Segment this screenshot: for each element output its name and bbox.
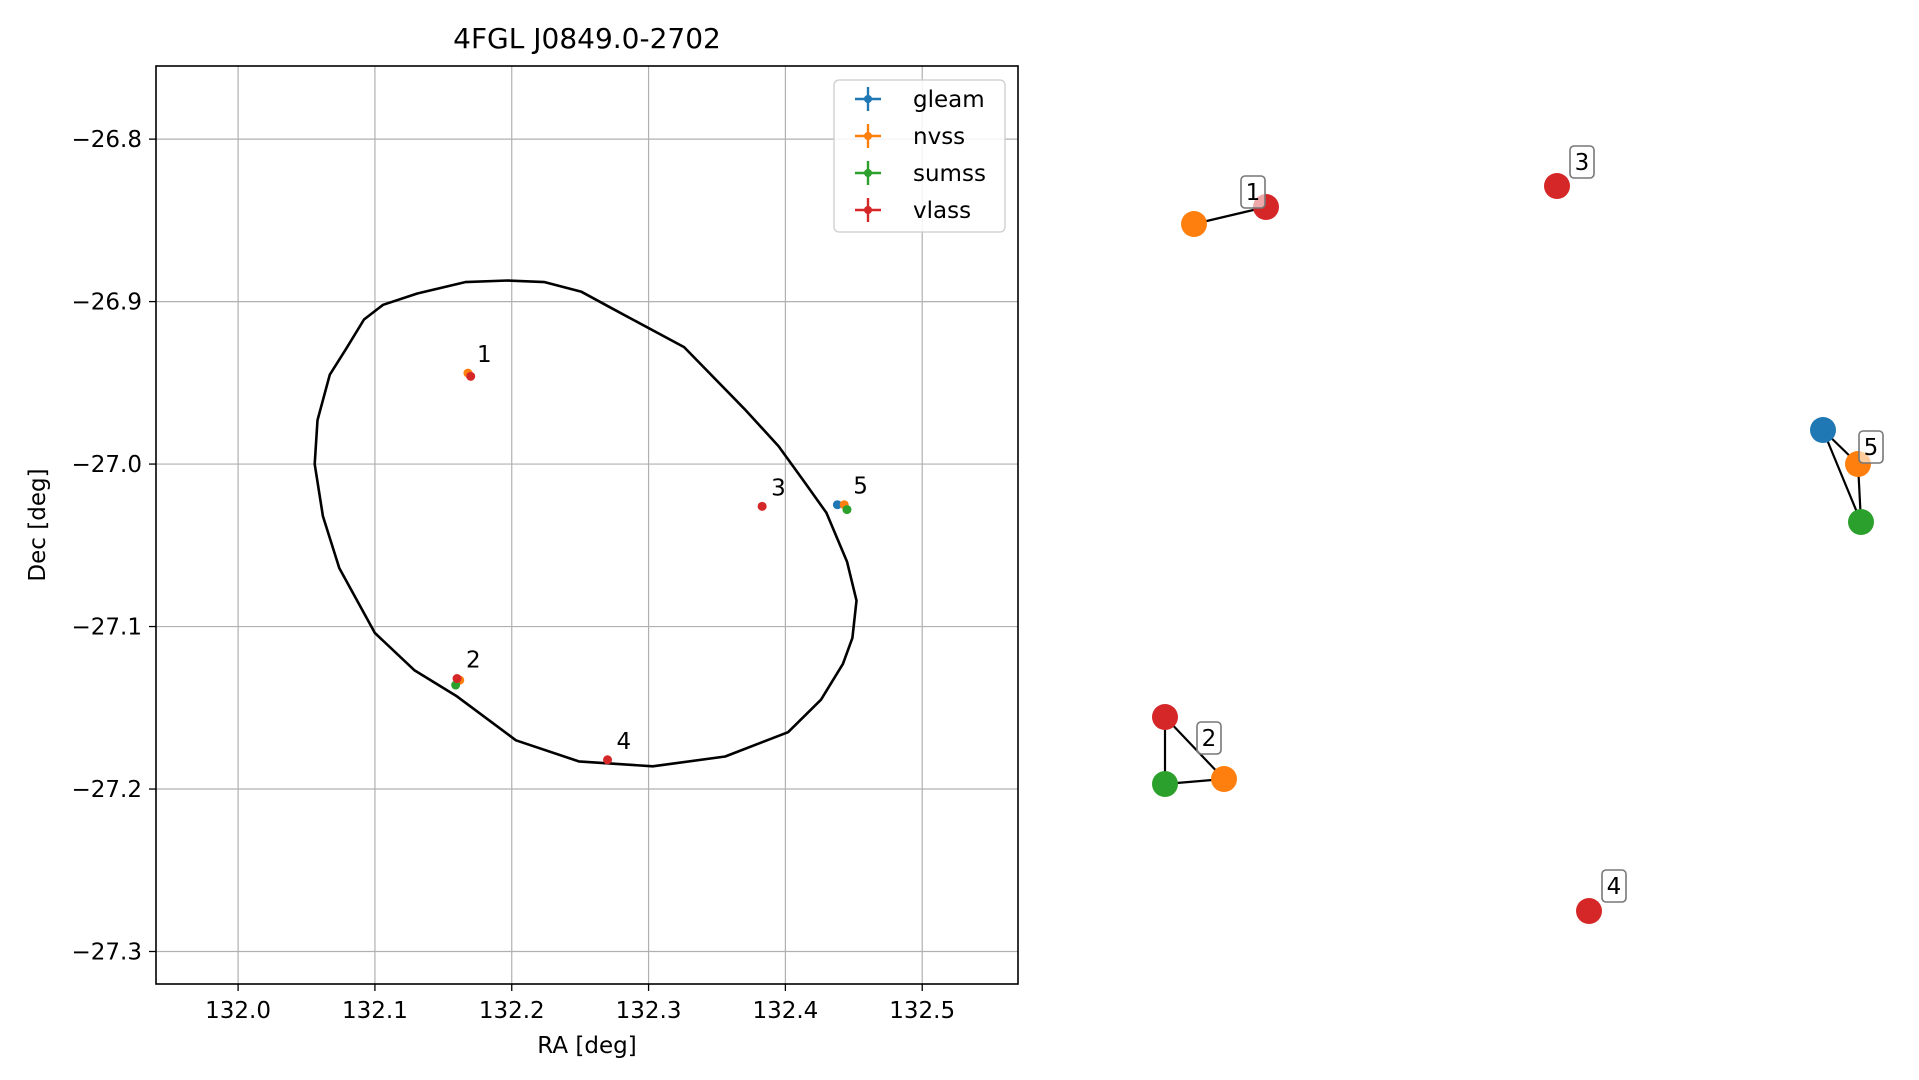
graph-node-sumss: [1848, 509, 1874, 535]
x-tick-label: 132.3: [616, 998, 682, 1024]
graph-node-nvss: [1181, 211, 1207, 237]
graph-label-box: [1240, 175, 1266, 209]
graph-label-box: [1601, 869, 1627, 903]
point-gleam: [832, 500, 842, 510]
y-tick-label: −27.0: [72, 452, 142, 478]
point-vlass: [466, 371, 476, 381]
graph-group-label: 4: [1607, 874, 1622, 900]
y-tick-label: −27.1: [72, 615, 142, 641]
graph-nodes: [1152, 173, 1874, 924]
legend-marker-gleam: [864, 95, 872, 103]
point-vlass: [757, 501, 767, 511]
graph-label-box: [1196, 721, 1222, 755]
data-points: [451, 368, 852, 765]
graph-edge: [1164, 716, 1225, 780]
y-tick-label: −26.8: [72, 127, 142, 153]
y-axis-label: Dec [deg]: [25, 468, 51, 581]
legend-marker-nvss: [864, 132, 872, 140]
legend-label-gleam: gleam: [913, 87, 985, 113]
axis-ticks: 132.0 132.1 132.2 132.3 132.4 132.5 −26.8 −26.9…: [72, 127, 956, 1024]
legend-label-nvss: nvss: [913, 124, 965, 150]
graph-node-sumss: [1152, 771, 1178, 797]
point-vlass: [452, 674, 462, 684]
y-tick-label: −27.3: [72, 940, 142, 966]
graph-label-box: [1569, 145, 1595, 179]
chart-title: 4FGL J0849.0-2702: [453, 22, 721, 55]
point-annotation: 5: [853, 474, 868, 500]
x-axis-label: RA [deg]: [537, 1033, 636, 1059]
point-sumss: [842, 505, 852, 515]
graph-group-label: 5: [1864, 435, 1879, 461]
graph-node-vlass: [1544, 173, 1570, 199]
legend: gleam nvss sumss vlass: [833, 79, 1006, 233]
error-ellipse: [313, 279, 858, 768]
graph-group-labels: 1 2 3 4 5: [1196, 145, 1884, 903]
graph-node-gleam: [1810, 417, 1836, 443]
crossmatch-graph: 1 2 3 4 5: [1152, 145, 1884, 924]
point-annotations: 1 2 3 4 5: [466, 342, 868, 755]
x-tick-label: 132.1: [342, 998, 408, 1024]
graph-edge: [1821, 429, 1863, 523]
graph-group-label: 3: [1575, 150, 1590, 176]
x-tick-label: 132.5: [889, 998, 955, 1024]
x-tick-label: 132.0: [205, 998, 271, 1024]
graph-node-vlass: [1576, 898, 1602, 924]
point-annotation: 4: [617, 729, 632, 755]
plot-frame: [155, 65, 1019, 985]
x-tick-label: 132.4: [752, 998, 818, 1024]
graph-label-box: [1858, 430, 1884, 464]
y-tick-label: −26.9: [72, 290, 142, 316]
point-annotation: 2: [466, 648, 481, 674]
legend-box: [833, 79, 1006, 233]
graph-node-nvss: [1211, 766, 1237, 792]
graph-group-label: 2: [1202, 726, 1217, 752]
legend-marker-sumss: [864, 169, 872, 177]
point-annotation: 1: [477, 342, 492, 368]
point-vlass: [603, 755, 613, 765]
legend-label-sumss: sumss: [913, 161, 986, 187]
legend-label-vlass: vlass: [913, 198, 971, 224]
point-annotation: 3: [771, 475, 786, 501]
x-tick-label: 132.2: [479, 998, 545, 1024]
graph-group-label: 1: [1246, 180, 1261, 206]
y-tick-label: −27.2: [72, 777, 142, 803]
graph-node-vlass: [1152, 704, 1178, 730]
legend-marker-vlass: [864, 206, 872, 214]
error-ellipse-path: [313, 279, 858, 768]
